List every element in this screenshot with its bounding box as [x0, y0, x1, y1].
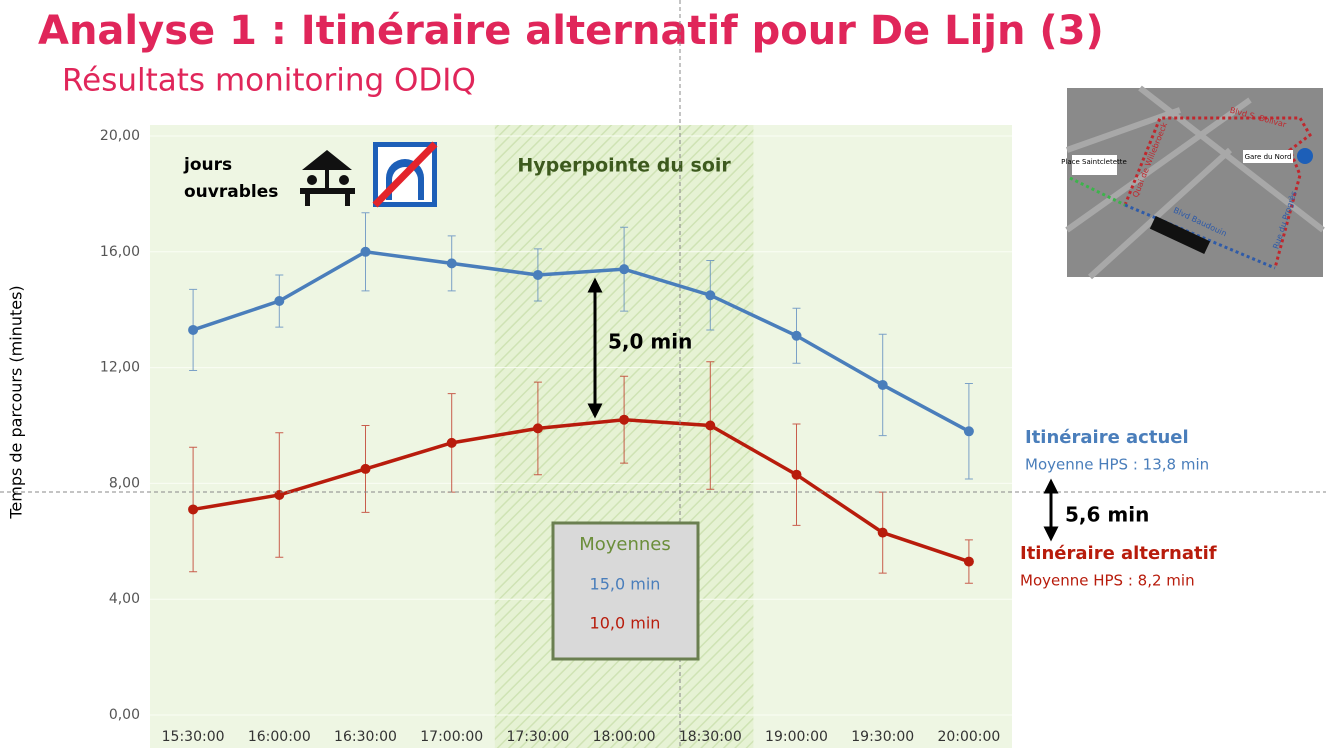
- series-line: [192, 417, 970, 564]
- x-tick-label: 19:00:00: [765, 729, 828, 745]
- picnic-icon: [300, 150, 355, 206]
- point: [619, 264, 630, 275]
- point: [274, 296, 285, 307]
- x-tick-label: 17:00:00: [420, 729, 483, 745]
- point: [619, 414, 630, 425]
- point: [705, 290, 716, 301]
- average-value: 15,0 min: [590, 575, 661, 594]
- tunnel-icon: [372, 141, 438, 208]
- day-label: ouvrables: [184, 182, 278, 202]
- x-tick-label: 20:00:00: [937, 729, 1000, 745]
- legend-entry: Itinéraire alternatif: [1020, 543, 1217, 564]
- x-tick-label: 17:30:00: [506, 729, 569, 745]
- point: [963, 556, 974, 567]
- y-tick-label: 16,00: [100, 244, 140, 260]
- point: [446, 258, 457, 269]
- y-tick-label: 0,00: [109, 707, 140, 723]
- map-label: Gare du Nord: [1245, 153, 1292, 161]
- x-tick-label: 18:30:00: [679, 729, 742, 745]
- averages-box: [551, 521, 700, 661]
- average-value: 10,0 min: [590, 614, 661, 633]
- point: [532, 423, 543, 434]
- gap-label: 5,0 min: [608, 330, 692, 354]
- point: [791, 330, 802, 341]
- x-tick-label: 16:00:00: [248, 729, 311, 745]
- legend-entry: Itinéraire actuel: [1025, 427, 1189, 448]
- legend: Itinéraire actuel Moyenne HPS : 13,8 min I…: [1020, 427, 1217, 590]
- point: [532, 269, 543, 280]
- legend-note: Moyenne HPS : 8,2 min: [1020, 572, 1195, 590]
- point: [877, 379, 888, 390]
- point: [877, 527, 888, 538]
- x-tick-label: 16:30:00: [334, 729, 397, 745]
- point: [963, 426, 974, 437]
- point: [188, 504, 199, 515]
- day-label: jours: [183, 155, 232, 175]
- averages-title: Moyennes: [579, 534, 671, 555]
- title: Analyse 1 : Itinéraire alternatif pour D…: [38, 8, 1104, 54]
- x-tick-label: 15:30:00: [162, 729, 225, 745]
- y-tick-label: 12,00: [100, 360, 140, 376]
- y-tick-label: 20,00: [100, 128, 140, 144]
- map-label: Place Saintcletette: [1061, 158, 1127, 166]
- y-tick-label: 4,00: [109, 591, 140, 607]
- point: [274, 489, 285, 500]
- point: [360, 246, 371, 257]
- gap-label: 5,6 min: [1065, 503, 1149, 527]
- y-axis-label: Temps de parcours (minutes): [7, 285, 26, 519]
- point: [360, 463, 371, 474]
- point: [446, 437, 457, 448]
- plot: Hyperpointe du soir 0,00 4,00 8,00 12,00 16,0…: [100, 125, 1012, 748]
- y-tick-label: 8,00: [109, 475, 140, 491]
- subtitle: Résultats monitoring ODIQ: [62, 63, 476, 99]
- point: [705, 420, 716, 431]
- legend-note: Moyenne HPS : 13,8 min: [1025, 456, 1209, 474]
- map: [1065, 85, 1325, 280]
- highlight-label: Hyperpointe du soir: [517, 155, 731, 177]
- x-tick-label: 18:00:00: [593, 729, 656, 745]
- point: [791, 469, 802, 480]
- point: [188, 324, 199, 335]
- x-tick-label: 19:30:00: [851, 729, 914, 745]
- series-line: [192, 249, 970, 433]
